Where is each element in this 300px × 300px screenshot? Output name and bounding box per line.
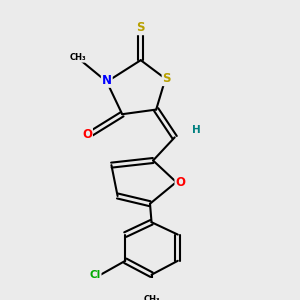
Text: CH₃: CH₃ [143,295,160,300]
Text: N: N [102,74,112,87]
Text: S: S [136,21,145,34]
Text: Cl: Cl [89,270,101,280]
Text: S: S [163,72,171,85]
Text: CH₃: CH₃ [70,53,86,62]
Text: O: O [176,176,185,189]
Text: O: O [82,128,92,141]
Text: H: H [192,125,201,135]
